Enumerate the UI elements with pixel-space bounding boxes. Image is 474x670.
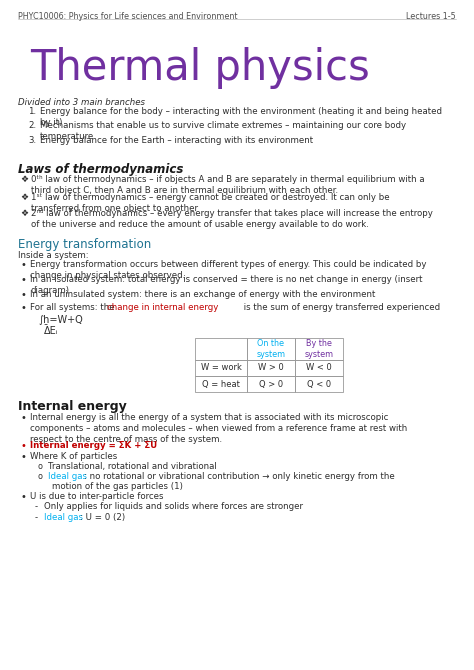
Text: is the sum of energy transferred experienced: is the sum of energy transferred experie… — [241, 303, 440, 312]
Text: Energy balance for the Earth – interacting with its environment: Energy balance for the Earth – interacti… — [40, 136, 313, 145]
Text: ❖: ❖ — [20, 175, 28, 184]
Text: U is due to inter-particle forces: U is due to inter-particle forces — [30, 492, 164, 501]
Text: : U = 0 (2): : U = 0 (2) — [80, 513, 125, 522]
Text: Q = heat: Q = heat — [202, 379, 240, 389]
Text: Ideal gas: Ideal gas — [48, 472, 87, 481]
Text: Where K of particles: Where K of particles — [30, 452, 117, 461]
Text: Internal energy is all the energy of a system that is associated with its micros: Internal energy is all the energy of a s… — [30, 413, 407, 444]
Text: W < 0: W < 0 — [306, 364, 332, 373]
Text: Q < 0: Q < 0 — [307, 379, 331, 389]
Text: In an uninsulated system: there is an exchange of energy with the environment: In an uninsulated system: there is an ex… — [30, 290, 375, 299]
Text: 0ᵗʰ law of thermodynamics – if objects A and B are separately in thermal equilib: 0ᵗʰ law of thermodynamics – if objects A… — [31, 175, 425, 195]
Bar — [247, 338, 295, 360]
Text: PHYC10006: Physics for Life sciences and Environment: PHYC10006: Physics for Life sciences and… — [18, 12, 237, 21]
Text: On the
system: On the system — [256, 339, 285, 358]
Text: By the
system: By the system — [304, 339, 334, 358]
Bar — [247, 360, 295, 376]
Text: •: • — [21, 260, 27, 270]
Text: 1.: 1. — [28, 107, 36, 116]
Text: Inside a system:: Inside a system: — [18, 251, 89, 260]
Text: 1ˢᵗ law of thermodynamics – energy cannot be created or destroyed. It can only b: 1ˢᵗ law of thermodynamics – energy canno… — [31, 193, 390, 213]
Bar — [195, 338, 247, 360]
Text: Mechanisms that enable us to survive climate extremes – maintaining our core bod: Mechanisms that enable us to survive cli… — [40, 121, 406, 141]
Text: W > 0: W > 0 — [258, 364, 284, 373]
Bar — [295, 376, 343, 392]
Text: : no rotational or vibrational contribution → only kinetic energy from the: : no rotational or vibrational contribut… — [84, 472, 395, 481]
Text: •: • — [21, 303, 27, 313]
Text: Ideal gas: Ideal gas — [44, 513, 83, 522]
Text: Q > 0: Q > 0 — [259, 379, 283, 389]
Text: •: • — [21, 275, 27, 285]
Text: o: o — [38, 472, 43, 481]
Bar — [295, 360, 343, 376]
Text: change in internal energy: change in internal energy — [107, 303, 219, 312]
Text: •: • — [21, 290, 27, 300]
Text: -: - — [35, 502, 38, 511]
Text: -: - — [35, 513, 38, 522]
Text: Lectures 1-5: Lectures 1-5 — [406, 12, 456, 21]
Text: •: • — [21, 413, 27, 423]
Text: motion of the gas particles (1): motion of the gas particles (1) — [52, 482, 183, 491]
Text: •: • — [21, 452, 27, 462]
Text: 2.: 2. — [28, 121, 36, 130]
Text: For all systems: the: For all systems: the — [30, 303, 118, 312]
Text: 2ⁿᵈ law of thermodynamics – every energy transfer that takes place will increase: 2ⁿᵈ law of thermodynamics – every energy… — [31, 209, 433, 229]
Bar — [195, 376, 247, 392]
Text: ❖: ❖ — [20, 193, 28, 202]
Text: In an isolated system: total energy is conserved = there is no net change in ene: In an isolated system: total energy is c… — [30, 275, 422, 295]
Text: Divided into 3 main branches: Divided into 3 main branches — [18, 98, 145, 107]
Bar — [195, 360, 247, 376]
Text: •: • — [21, 441, 27, 451]
Text: Energy transformation: Energy transformation — [18, 238, 151, 251]
Text: W = work: W = work — [201, 364, 241, 373]
Text: ΔEᵢ: ΔEᵢ — [44, 326, 59, 336]
Text: Energy transformation occurs between different types of energy. This could be in: Energy transformation occurs between dif… — [30, 260, 427, 280]
Text: Laws of thermodynamics: Laws of thermodynamics — [18, 163, 183, 176]
Text: •: • — [21, 492, 27, 502]
Text: ∫ẖ=W+Q: ∫ẖ=W+Q — [38, 315, 83, 325]
Text: Thermal physics: Thermal physics — [30, 47, 370, 89]
Text: o: o — [38, 462, 43, 471]
Text: Energy balance for the body – interacting with the environment (heating it and b: Energy balance for the body – interactin… — [40, 107, 442, 127]
Text: Internal energy: Internal energy — [18, 400, 127, 413]
Text: Internal energy = ΣK + ΣU: Internal energy = ΣK + ΣU — [30, 441, 157, 450]
Text: 3.: 3. — [28, 136, 36, 145]
Text: Translational, rotational and vibrational: Translational, rotational and vibrationa… — [48, 462, 217, 471]
Bar — [295, 338, 343, 360]
Text: ❖: ❖ — [20, 209, 28, 218]
Bar — [247, 376, 295, 392]
Text: Only applies for liquids and solids where forces are stronger: Only applies for liquids and solids wher… — [44, 502, 303, 511]
